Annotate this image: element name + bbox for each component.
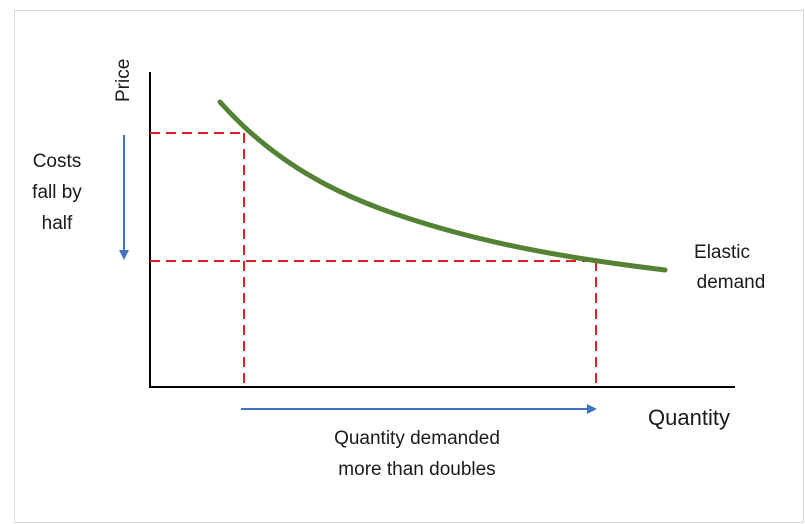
price-change-line1: Costs (33, 151, 82, 172)
demand-curve (217, 99, 668, 273)
quantity-change-line1: Quantity demanded (334, 428, 500, 449)
price-change-line2: fall by (32, 182, 82, 203)
quantity-change-line2: more than doubles (338, 459, 495, 480)
price-change-line3: half (42, 213, 73, 234)
diagram-frame (14, 10, 804, 523)
curve-label-line1: Elastic (694, 242, 750, 263)
y-axis-label: Price (113, 59, 134, 102)
x-axis-label: Quantity (648, 405, 730, 430)
curve-label-line2: demand (697, 272, 766, 293)
